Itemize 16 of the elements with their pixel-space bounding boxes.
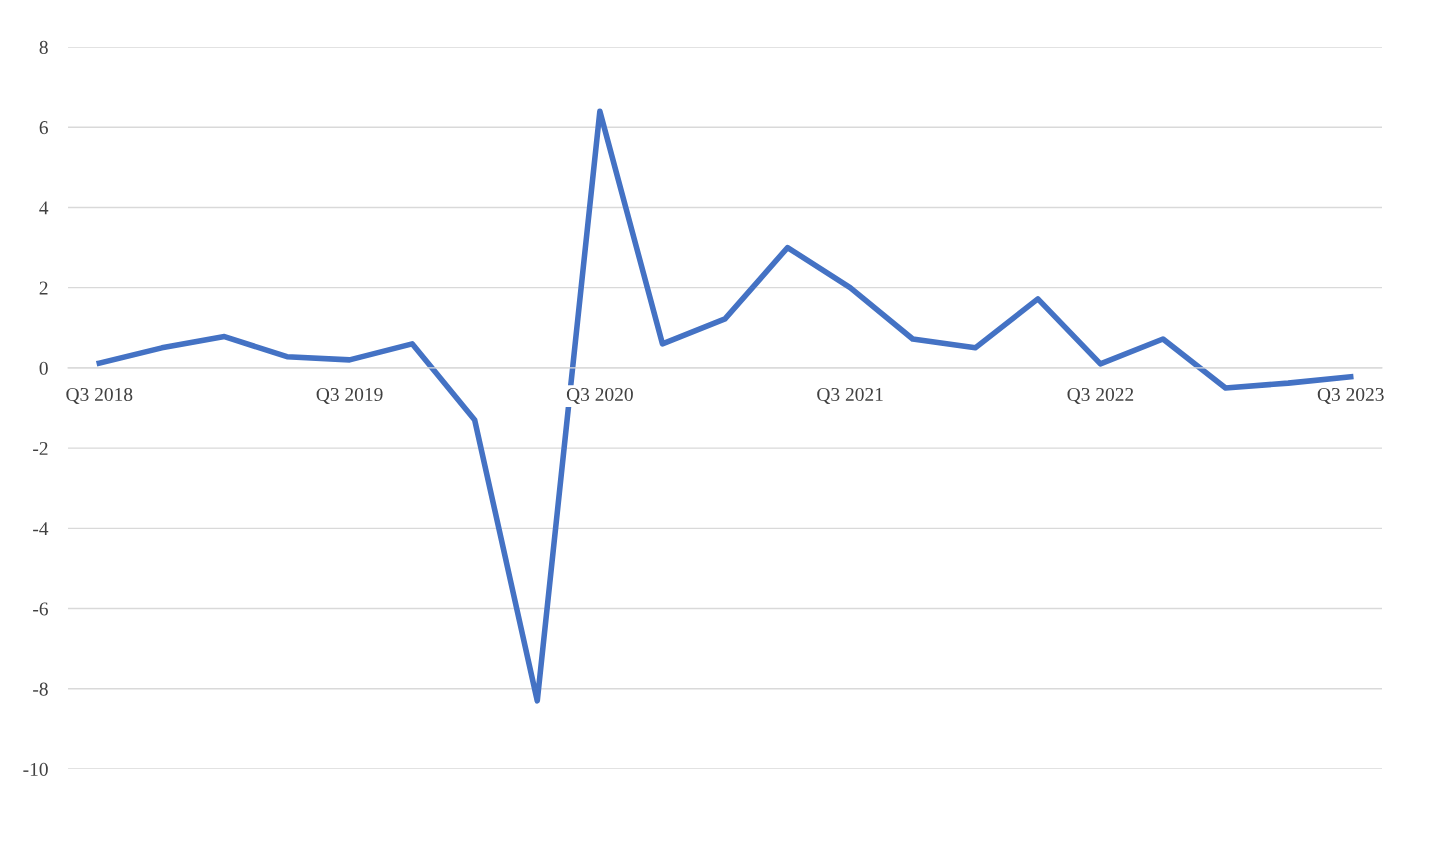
x-tick-label: Q3 2020 [566,387,633,404]
y-tick-label: 0 [39,361,48,375]
y-tick-label: 4 [39,201,49,215]
y-tick-label: -10 [23,762,48,776]
y-tick-label: 6 [39,121,48,135]
y-tick-label: 8 [39,40,48,54]
x-tick-label: Q3 2022 [1067,387,1134,404]
x-tick-label: Q3 2019 [316,387,383,404]
y-tick-label: -4 [33,522,49,536]
y-tick-label: -2 [33,441,48,455]
y-tick-label: -8 [33,682,48,696]
y-tick-label: 2 [39,281,48,295]
x-tick-label: Q3 2021 [817,387,883,404]
x-tick-label: Q3 2023 [1317,387,1384,404]
y-tick-label: -6 [33,602,48,616]
x-tick-label: Q3 2018 [66,387,133,404]
